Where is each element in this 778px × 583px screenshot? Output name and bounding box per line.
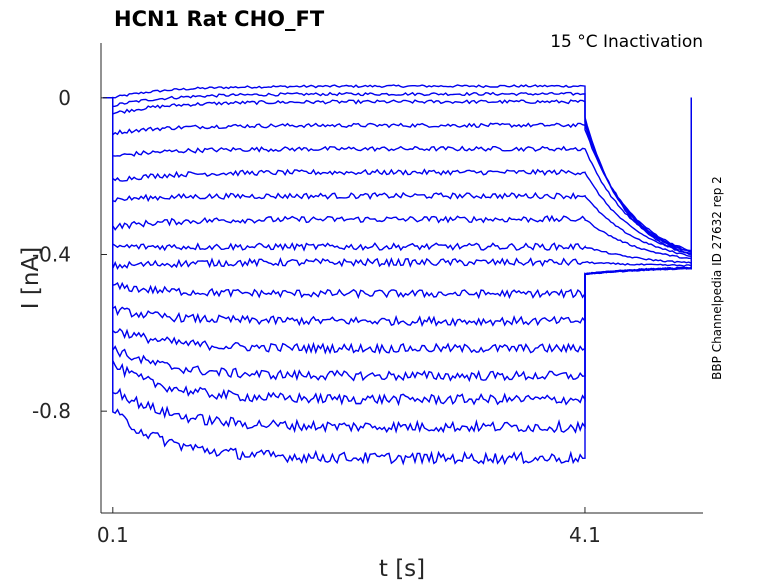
y-axis-label: I [nA] bbox=[18, 247, 44, 309]
condition-annotation: 15 °C Inactivation bbox=[550, 32, 703, 52]
x-axis-label: t [s] bbox=[379, 556, 425, 582]
y-tick-label: -0.8 bbox=[32, 399, 71, 423]
x-tick-label: 0.1 bbox=[97, 523, 129, 547]
plot-area: 0 -0.4 -0.8 0.1 4.1 bbox=[32, 43, 703, 547]
current-trace bbox=[103, 97, 692, 271]
current-trace bbox=[103, 97, 692, 252]
current-trace bbox=[103, 97, 692, 355]
y-tick-label: 0 bbox=[58, 86, 71, 110]
y-ticks: 0 -0.4 -0.8 bbox=[32, 86, 107, 423]
current-trace bbox=[103, 97, 692, 328]
current-trace bbox=[103, 97, 692, 255]
x-ticks: 0.1 4.1 bbox=[97, 507, 601, 547]
current-trace bbox=[103, 97, 692, 253]
current-trace bbox=[103, 97, 692, 257]
chart-title: HCN1 Rat CHO_FT bbox=[114, 7, 325, 31]
traces bbox=[103, 84, 692, 466]
y-tick-label: -0.4 bbox=[32, 243, 71, 267]
x-tick-label: 4.1 bbox=[569, 523, 601, 547]
current-trace bbox=[103, 97, 692, 260]
side-label: BBP Channelpedia ID 27632 rep 2 bbox=[710, 176, 724, 380]
current-trace bbox=[103, 97, 692, 254]
current-trace bbox=[103, 97, 692, 466]
current-trace bbox=[103, 97, 692, 383]
current-trace bbox=[103, 97, 692, 265]
